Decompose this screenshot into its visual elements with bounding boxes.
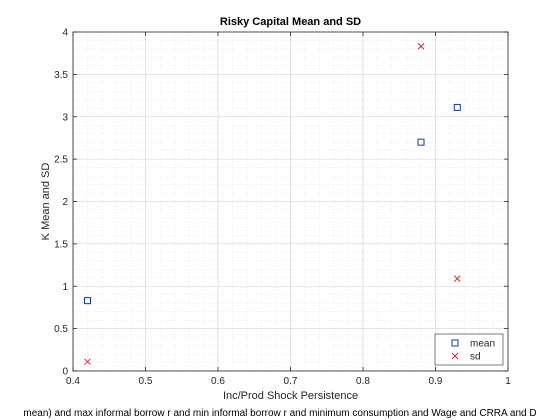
axis-ticks: 0.4 0.5 0.6 0.7 0.8 0.9 1 0 0.5 1 1.5 2 2.5 3 3.5 4 bbox=[54, 28, 511, 388]
y-tick-label: 2 bbox=[62, 197, 68, 208]
x-axis-label: Inc/Prod Shock Persistence bbox=[223, 390, 358, 402]
figure-caption: mean) and max informal borrow r and min … bbox=[23, 408, 536, 419]
y-tick-label: 2.5 bbox=[54, 155, 68, 166]
y-tick-label: 3.5 bbox=[54, 70, 68, 81]
data-point-sd bbox=[453, 275, 461, 282]
legend-marker-mean bbox=[451, 339, 459, 347]
data-point-mean bbox=[417, 138, 425, 146]
y-tick-label: 0 bbox=[62, 367, 68, 378]
y-tick-label: 0.5 bbox=[54, 324, 68, 335]
legend-box bbox=[434, 333, 504, 366]
x-tick-label: 0.7 bbox=[284, 376, 298, 387]
y-tick-label: 1.5 bbox=[54, 239, 68, 250]
legend-marker-sd bbox=[451, 352, 459, 360]
x-tick-label: 0.5 bbox=[139, 376, 153, 387]
data-point-mean bbox=[84, 297, 91, 305]
y-axis-label: K Mean and SD bbox=[40, 163, 52, 241]
legend: mean sd bbox=[434, 333, 504, 366]
y-tick-label: 3 bbox=[62, 112, 68, 123]
chart-title: Risky Capital Mean and SD bbox=[220, 16, 361, 28]
data-point-sd bbox=[84, 358, 91, 366]
x-tick-label: 1 bbox=[505, 376, 511, 387]
y-tick-label: 1 bbox=[62, 282, 68, 293]
legend-label-sd: sd bbox=[470, 352, 481, 363]
x-tick-label: 0.8 bbox=[356, 376, 370, 387]
x-tick-label: 0.9 bbox=[429, 376, 443, 387]
y-tick-label: 4 bbox=[62, 28, 68, 39]
data-point-mean bbox=[453, 103, 461, 111]
legend-label-mean: mean bbox=[470, 339, 495, 350]
x-tick-label: 0.6 bbox=[211, 376, 225, 387]
data-point-sd bbox=[417, 43, 425, 50]
x-tick-label: 0.4 bbox=[66, 376, 80, 387]
data-markers bbox=[84, 43, 461, 366]
